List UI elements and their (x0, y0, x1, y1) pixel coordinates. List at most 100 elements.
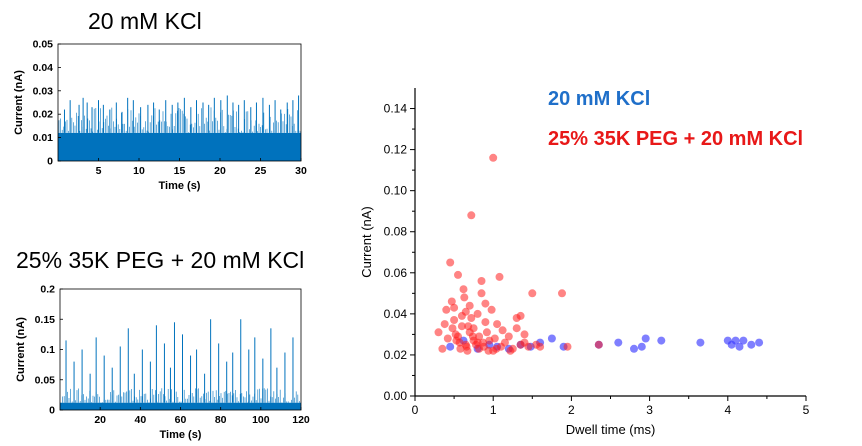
x-axis-label: Time (s) (159, 180, 201, 192)
data-point-peg (482, 328, 491, 337)
data-point-peg (481, 299, 490, 308)
y-tick-label: 0.12 (384, 143, 408, 157)
y-tick-label: 0.05 (35, 374, 56, 386)
y-tick-label: 0 (47, 156, 53, 168)
data-point-kcl (739, 336, 748, 345)
y-tick-label: 0 (49, 405, 55, 417)
data-point-peg (442, 305, 451, 314)
data-point-kcl (630, 344, 638, 353)
y-tick-label: 0.05 (33, 39, 54, 51)
x-tick-label: 20 (214, 165, 226, 177)
data-point-kcl (696, 338, 705, 347)
data-point-peg (448, 324, 457, 333)
y-tick-label: 0.1 (40, 344, 55, 356)
data-point-peg (457, 322, 466, 331)
data-point-peg (462, 342, 471, 351)
x-tick-label: 5 (803, 403, 810, 417)
legend-entry-kcl: 20 mM KCl (548, 88, 651, 110)
data-point-kcl (547, 334, 556, 343)
data-point-peg (594, 340, 603, 349)
top-plot-title: 20 mM KCl (88, 8, 202, 34)
data-point-peg (495, 272, 504, 281)
data-point-peg (558, 289, 566, 298)
data-point-kcl (735, 342, 744, 351)
x-tick-label: 3 (646, 403, 653, 417)
y-tick-label: 0.04 (33, 62, 54, 74)
data-point-peg (490, 334, 499, 343)
data-point-peg (528, 289, 537, 298)
data-point-peg (481, 318, 490, 327)
data-point-peg (487, 305, 496, 314)
data-point-kcl (731, 336, 740, 345)
data-point-peg (532, 340, 541, 349)
trace-chart-kcl: 5 10 15 20 25 30 0 0.01 0.02 0.03 0.04 0.05 Time (s)… (13, 39, 307, 193)
data-point-peg (443, 334, 452, 343)
data-point-peg (447, 297, 456, 306)
data-point-peg (563, 342, 572, 351)
y-tick-label: 0.10 (384, 184, 408, 198)
y-tick-label: 0.15 (35, 314, 56, 326)
x-tick-label: 1 (490, 403, 497, 417)
x-tick-label: 4 (724, 403, 731, 417)
data-point-peg (520, 338, 529, 347)
data-point-peg (434, 328, 443, 337)
y-tick-label: 0.03 (33, 85, 54, 97)
data-point-peg (479, 338, 487, 347)
data-point-peg (438, 344, 447, 353)
x-axis-label: Dwell time (ms) (566, 422, 656, 437)
trace-noise-spikes (58, 107, 301, 133)
x-tick-label: 30 (295, 165, 307, 177)
data-point-peg (468, 332, 477, 341)
x-tick-label: 0 (412, 403, 419, 417)
data-point-peg (464, 322, 473, 331)
data-point-peg (504, 332, 513, 341)
trace-chart-peg: 20 40 60 80 100 120 0 0.05 0.1 0.15 0.2 Time (s) Cur… (15, 284, 310, 442)
y-tick-label: 0.14 (384, 102, 408, 116)
x-tick-label: 40 (134, 414, 146, 426)
data-point-kcl (446, 342, 455, 351)
data-point-peg (467, 314, 476, 322)
y-tick-label: 0.08 (384, 225, 408, 239)
data-point-peg (452, 336, 461, 345)
y-axis-label: Current (nA) (15, 317, 27, 382)
data-point-peg (484, 346, 493, 355)
data-point-peg (457, 311, 466, 320)
data-point-peg (459, 285, 468, 294)
y-axis-label: Current (nA) (13, 70, 25, 135)
data-point-peg (506, 346, 515, 355)
x-tick-label: 5 (96, 165, 102, 177)
x-tick-label: 15 (174, 165, 186, 177)
y-tick-label: 0.02 (384, 348, 408, 362)
data-point-peg (450, 303, 459, 312)
data-point-peg (473, 309, 482, 318)
legend-entry-peg: 25% 35K PEG + 20 mM KCl (548, 128, 804, 150)
x-tick-label: 100 (252, 414, 270, 426)
x-tick-label: 60 (175, 414, 187, 426)
y-tick-label: 0.01 (33, 132, 54, 144)
y-tick-label: 0.02 (33, 109, 54, 121)
data-point-peg (498, 326, 507, 335)
data-point-kcl (641, 334, 650, 343)
x-tick-label: 120 (292, 414, 310, 426)
trace-noise-spikes (60, 388, 300, 403)
scatter-chart: 0 1 2 3 4 5 0.00 0.02 0.04 0.06 0.08 0.10 0.12 0.14 Dw… (359, 88, 810, 437)
data-point-peg (520, 330, 529, 339)
data-point-peg (500, 338, 509, 347)
data-point-peg (492, 344, 501, 353)
y-tick-label: 0.04 (384, 307, 408, 321)
y-tick-label: 0.2 (40, 284, 55, 296)
data-point-peg (512, 324, 521, 333)
x-axis-label: Time (s) (160, 429, 202, 441)
data-point-peg (493, 320, 502, 329)
data-point-kcl (637, 342, 646, 351)
data-point-peg (516, 311, 525, 320)
data-point-kcl (747, 340, 756, 349)
x-tick-label: 2 (568, 403, 575, 417)
x-tick-label: 80 (215, 414, 227, 426)
data-point-peg (475, 332, 484, 341)
y-tick-label: 0.06 (384, 266, 408, 280)
y-tick-label: 0.00 (384, 389, 408, 403)
data-point-peg (460, 293, 469, 302)
bottom-plot-title: 25% 35K PEG + 20 mM KCl (16, 247, 305, 273)
data-point-peg (489, 153, 498, 162)
